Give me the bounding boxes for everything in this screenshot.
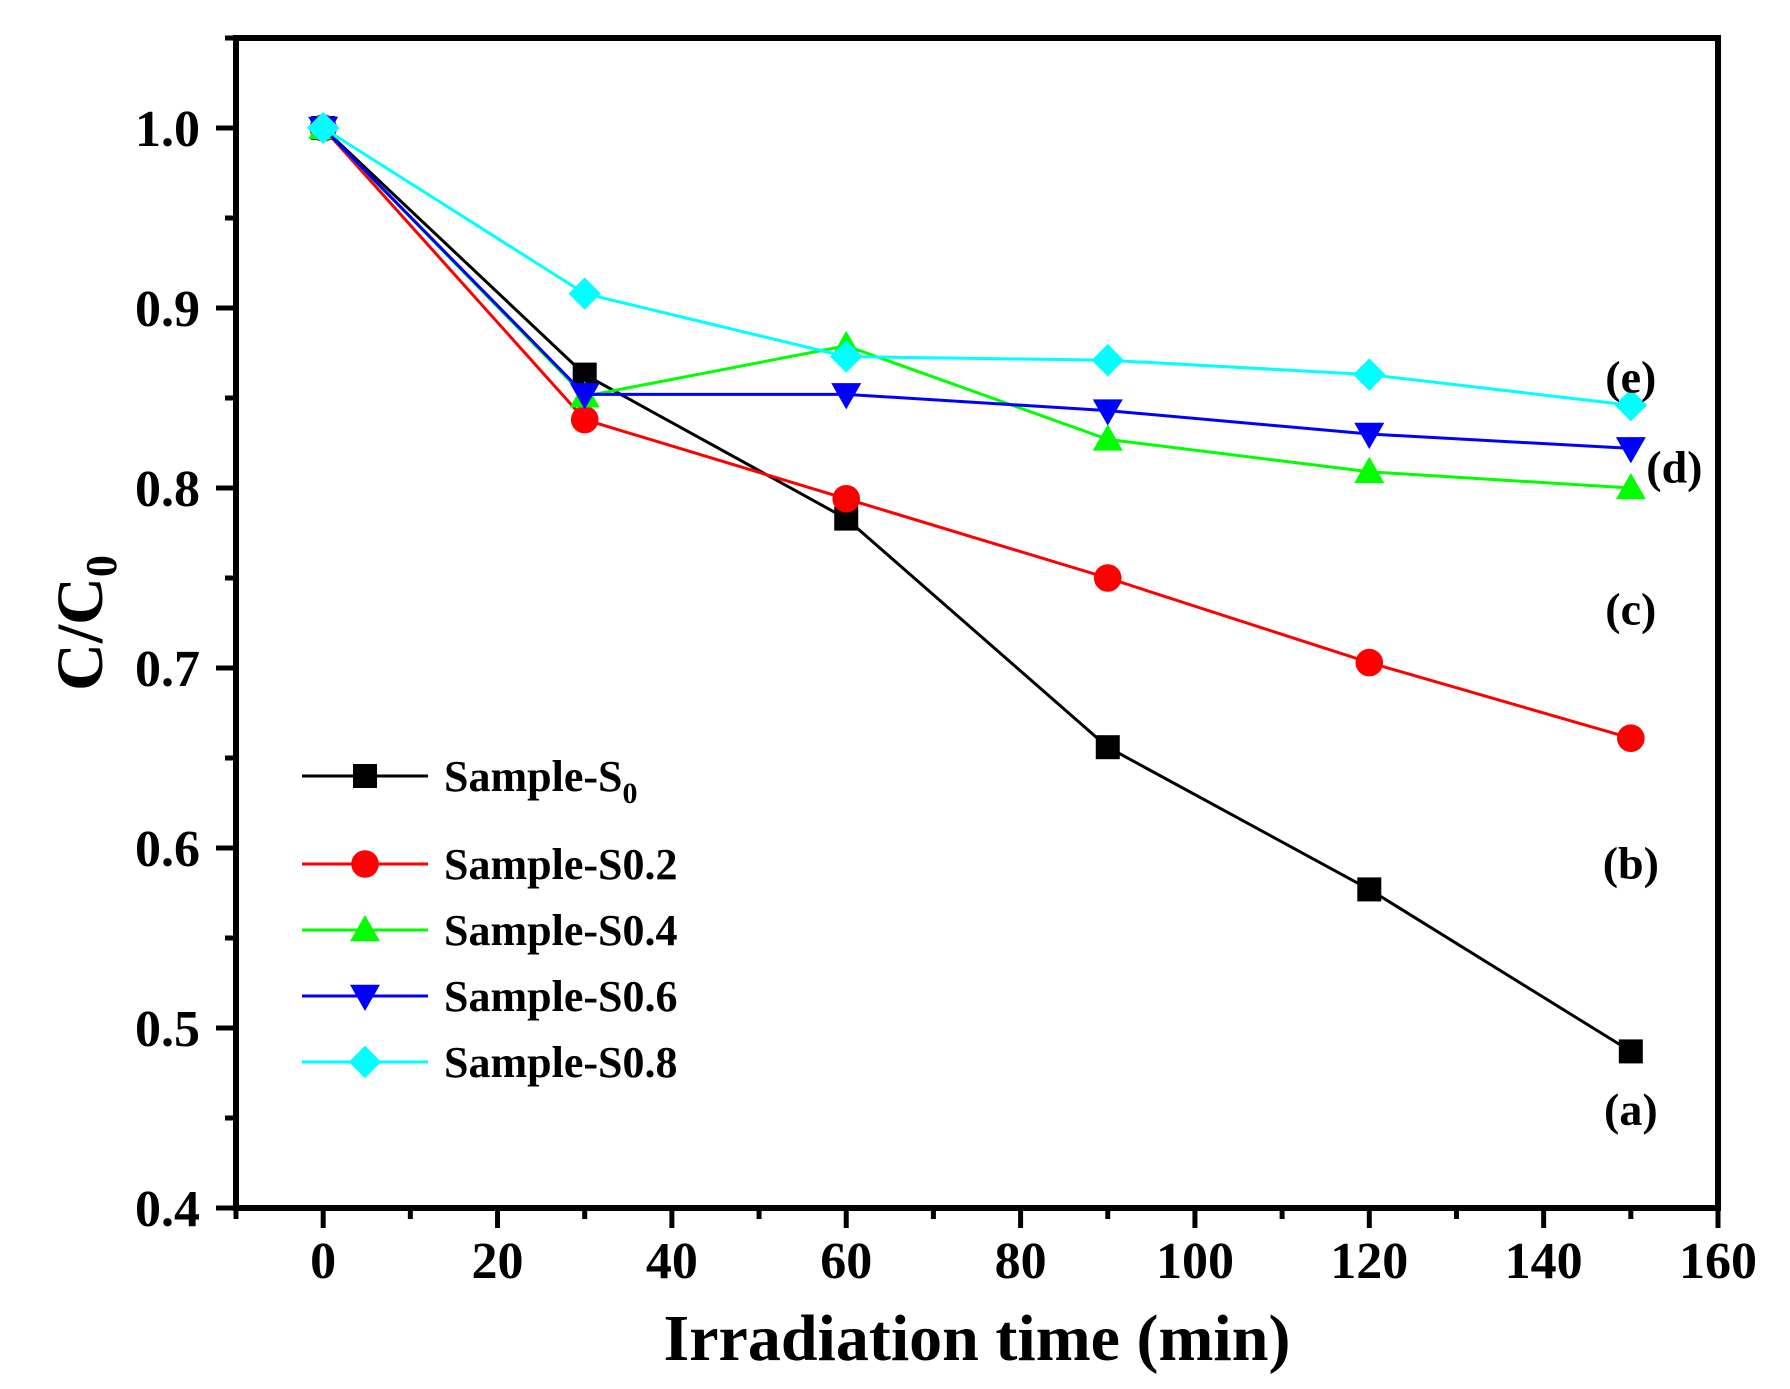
- series-4: [306, 111, 1648, 422]
- legend-marker: [350, 984, 380, 1011]
- data-point-0-3: [1095, 735, 1120, 760]
- y-axis-title: C/C0: [44, 555, 126, 691]
- legend-label: Sample-S0.6: [444, 972, 677, 1021]
- y-axis-title-subscript: 0: [77, 555, 126, 577]
- legend-label: Sample-S0.8: [444, 1038, 677, 1087]
- data-point-1-2: [832, 485, 861, 513]
- data-point-1-5: [1617, 724, 1645, 752]
- x-tick-label: 140: [1505, 1233, 1583, 1290]
- data-point-4-0: [306, 111, 340, 145]
- x-tick-label: 80: [995, 1233, 1047, 1290]
- series-annotation: (b): [1603, 837, 1659, 888]
- data-point-2-5: [1615, 473, 1646, 500]
- series-2: [308, 113, 1646, 500]
- data-point-0-5: [1618, 1039, 1643, 1064]
- data-point-1-1: [570, 405, 599, 434]
- legend-label-subscript: 0: [622, 777, 637, 810]
- series-annotation: (c): [1605, 584, 1656, 635]
- data-point-2-3: [1092, 424, 1123, 451]
- series-layer: [306, 111, 1648, 1064]
- y-tick-label: 0.9: [135, 281, 200, 338]
- legend-item: Sample-S0.6: [302, 972, 677, 1021]
- x-tick-label: 100: [1156, 1233, 1234, 1290]
- legend-marker: [348, 1045, 382, 1079]
- legend-marker: [350, 915, 380, 942]
- legend-label: Sample-S0.4: [444, 906, 677, 955]
- y-tick-label: 0.6: [135, 821, 200, 878]
- legend-label: Sample-S0.2: [444, 840, 677, 889]
- legend-marker: [353, 764, 377, 788]
- series-line-0: [322, 126, 1632, 1053]
- axis-tick-labels: 0 20 40 60 80 100 120 140 160 0.4 0.5 0.6 0.7 0.8 0.9 1…: [135, 101, 1757, 1290]
- data-point-1-3: [1093, 564, 1122, 592]
- plot-frame: [233, 35, 1721, 1211]
- series-annotation: (e): [1605, 351, 1656, 402]
- data-point-3-1: [569, 383, 600, 410]
- data-point-3-4: [1354, 422, 1385, 449]
- y-tick-label: 0.8: [135, 461, 200, 518]
- legend-label-name: Sample-S0.4: [444, 906, 677, 955]
- legend-label-name: Sample-S0.8: [444, 1038, 677, 1087]
- data-point-4-4: [1353, 358, 1386, 391]
- data-point-2-4: [1354, 456, 1385, 484]
- data-point-0-4: [1357, 877, 1382, 902]
- x-tick-label: 0: [310, 1233, 336, 1290]
- legend-label-name: Sample-S0.6: [444, 972, 677, 1021]
- legend-marker: [351, 850, 379, 878]
- series-annotation: (a): [1604, 1084, 1658, 1135]
- legend-item: Sample-S0: [302, 752, 637, 810]
- legend-label: Sample-S0: [444, 752, 637, 810]
- x-tick-label: 160: [1679, 1233, 1757, 1290]
- data-point-3-3: [1092, 399, 1123, 426]
- legend-item: Sample-S0.8: [302, 1038, 677, 1087]
- data-point-3-5: [1615, 437, 1646, 464]
- y-tick-label: 0.5: [135, 1001, 200, 1058]
- data-point-1-4: [1355, 648, 1384, 677]
- data-point-3-2: [831, 383, 862, 410]
- x-tick-label: 40: [646, 1233, 698, 1290]
- x-tick-label: 20: [472, 1233, 524, 1290]
- series-1: [309, 114, 1645, 752]
- legend-label-name: Sample-S: [444, 752, 622, 801]
- series-line-4: [322, 126, 1631, 407]
- data-point-4-2: [830, 340, 863, 373]
- legend-item: Sample-S0.4: [302, 906, 677, 955]
- data-point-0-2: [834, 506, 859, 531]
- data-point-4-5: [1614, 389, 1648, 422]
- series-annotation: (d): [1646, 441, 1702, 492]
- y-tick-label: 0.4: [135, 1181, 200, 1238]
- series-3: [308, 116, 1646, 464]
- y-tick-label: 0.7: [135, 641, 200, 698]
- legend-item: Sample-S0.2: [302, 840, 677, 889]
- x-tick-label: 120: [1330, 1233, 1408, 1290]
- axis-ticks: [216, 35, 1721, 1228]
- y-tick-label: 1.0: [135, 101, 200, 158]
- series-line-1: [322, 126, 1632, 740]
- legend-label-name: Sample-S0.2: [444, 840, 677, 889]
- data-point-4-1: [568, 277, 601, 310]
- x-tick-label: 60: [820, 1233, 872, 1290]
- series-line-2: [322, 126, 1631, 490]
- series-0: [311, 116, 1643, 1064]
- data-point-4-3: [1091, 344, 1124, 377]
- legend: Sample-S0 Sample-S0.2 Sample-S0.4 Sample-S0…: [302, 752, 677, 1087]
- series-annotations: (a) (b) (c) (d) (e): [1603, 351, 1703, 1135]
- series-line-3: [322, 126, 1631, 450]
- x-axis-title: Irradiation time (min): [664, 1302, 1291, 1375]
- y-axis-title-main: C/C: [44, 577, 117, 691]
